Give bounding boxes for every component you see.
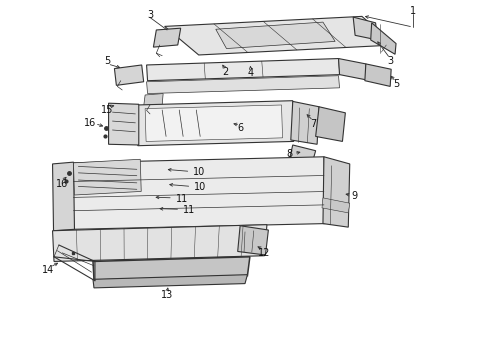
Polygon shape: [72, 157, 325, 229]
Text: 6: 6: [237, 123, 243, 133]
Text: 16: 16: [84, 118, 96, 128]
Text: 4: 4: [248, 68, 254, 78]
Polygon shape: [74, 159, 141, 195]
Text: 9: 9: [351, 191, 358, 201]
Polygon shape: [290, 145, 316, 163]
Text: 11: 11: [175, 194, 188, 203]
Text: 3: 3: [387, 57, 393, 66]
Polygon shape: [165, 17, 395, 55]
Polygon shape: [52, 162, 74, 231]
Polygon shape: [109, 103, 139, 145]
Polygon shape: [52, 225, 267, 261]
Polygon shape: [323, 157, 350, 227]
Polygon shape: [153, 28, 181, 47]
Polygon shape: [291, 102, 319, 144]
Text: 13: 13: [161, 290, 173, 300]
Polygon shape: [371, 23, 396, 54]
Polygon shape: [93, 275, 247, 288]
Polygon shape: [137, 101, 294, 146]
Text: 16: 16: [56, 179, 69, 189]
Text: 3: 3: [147, 10, 153, 20]
Text: 14: 14: [42, 265, 54, 275]
Polygon shape: [145, 105, 283, 141]
Polygon shape: [322, 198, 350, 213]
Polygon shape: [316, 107, 345, 141]
Text: 11: 11: [183, 205, 195, 215]
Polygon shape: [365, 64, 391, 86]
Polygon shape: [147, 76, 340, 94]
Polygon shape: [353, 17, 377, 40]
Text: 15: 15: [101, 105, 114, 115]
Polygon shape: [339, 59, 367, 80]
Polygon shape: [93, 257, 250, 280]
Text: 5: 5: [393, 79, 399, 89]
Text: 1: 1: [410, 6, 416, 17]
Polygon shape: [238, 226, 269, 255]
Text: 7: 7: [310, 118, 317, 129]
Polygon shape: [216, 22, 335, 49]
Text: 10: 10: [193, 167, 205, 177]
Polygon shape: [144, 94, 163, 107]
Polygon shape: [147, 59, 340, 81]
Text: 12: 12: [258, 248, 270, 258]
Text: 2: 2: [222, 67, 229, 77]
Text: 10: 10: [194, 182, 206, 192]
Text: 5: 5: [104, 57, 111, 66]
Text: 8: 8: [287, 149, 293, 159]
Polygon shape: [115, 65, 144, 85]
